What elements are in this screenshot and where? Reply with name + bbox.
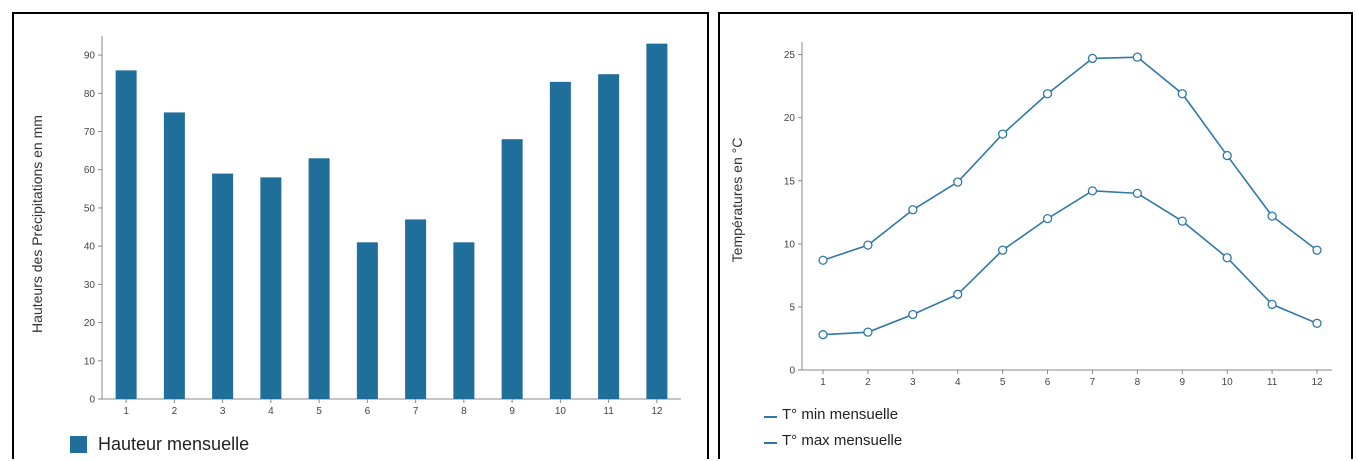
line-x-tick-label: 5 — [1000, 377, 1006, 388]
precipitation-chart-panel: 1 2 3 4 5 6 7 8 9 10 11 12 0 10 20 30 40 50 60 70 80 90 Haut… — [12, 12, 709, 459]
bar-y-tick-label: 0 — [89, 395, 95, 406]
bar-y-tick-label: 10 — [84, 356, 96, 367]
bar-month-10 — [549, 81, 571, 399]
line-x-tick-label: 7 — [1090, 377, 1096, 388]
point-min-month-5 — [997, 245, 1008, 255]
bar-month-8 — [453, 242, 475, 399]
legend-label-hauteur: Hauteur mensuelle — [98, 434, 250, 454]
point-max-month-11 — [1267, 211, 1277, 221]
line-x-tick-label: 2 — [865, 377, 871, 388]
point-max-month-7 — [1087, 53, 1098, 64]
point-max-month-9 — [1177, 89, 1187, 99]
point-max-month-12 — [1312, 245, 1322, 255]
line-y-tick-label: 0 — [789, 366, 795, 377]
bar-chart-axes — [101, 36, 681, 400]
point-max-month-2 — [863, 240, 873, 250]
point-min-month-10 — [1222, 253, 1232, 263]
bar-x-tick-label: 2 — [172, 406, 178, 417]
bar-month-7 — [405, 219, 427, 399]
line-x-tick-label: 6 — [1045, 377, 1051, 388]
point-max-month-5 — [997, 129, 1008, 139]
bar-x-tick-label: 7 — [413, 406, 419, 417]
bar-month-12 — [646, 43, 668, 400]
bar-x-tick-label: 8 — [461, 406, 467, 417]
bar-x-tick-label: 11 — [603, 406, 614, 417]
bar-x-tick-label: 6 — [365, 406, 371, 417]
point-min-month-8 — [1132, 188, 1143, 199]
point-max-month-3 — [908, 205, 918, 215]
series-line-min — [822, 190, 1318, 336]
point-min-month-2 — [863, 327, 873, 337]
bar-y-tick-label: 70 — [84, 127, 96, 138]
line-chart-axes — [801, 42, 1332, 371]
point-min-month-12 — [1312, 318, 1322, 328]
point-min-month-11 — [1267, 299, 1277, 310]
bar-month-9 — [501, 139, 523, 399]
line-y-tick-label: 15 — [784, 176, 796, 187]
line-x-tick-label: 11 — [1267, 377, 1278, 388]
point-max-month-8 — [1132, 52, 1143, 62]
bar-x-tick-label: 1 — [123, 406, 129, 417]
line-y-tick-label: 5 — [789, 302, 795, 313]
line-x-tick-label: 1 — [820, 377, 826, 388]
legend-label-max: T° max mensuelle — [782, 432, 903, 449]
point-min-month-6 — [1042, 213, 1053, 224]
bar-month-5 — [308, 158, 330, 399]
legend-line-min — [764, 416, 777, 418]
line-chart-x-tick-labels: 1 2 3 4 5 6 7 8 9 10 11 12 — [820, 370, 1323, 388]
line-chart-y-axis-title: Températures en °C — [729, 138, 745, 263]
bar-y-tick-label: 80 — [84, 89, 96, 100]
line-x-tick-label: 3 — [910, 377, 916, 388]
bar-y-tick-label: 90 — [84, 51, 96, 62]
bar-y-tick-label: 40 — [84, 242, 96, 253]
bar-x-tick-label: 12 — [651, 406, 663, 417]
temperature-chart-panel: 1 2 3 4 5 6 7 8 9 10 11 12 0 5 10 15 20 25 Températures … — [718, 12, 1353, 459]
bar-x-tick-label: 10 — [555, 406, 567, 417]
bar-month-11 — [598, 74, 620, 400]
point-min-month-7 — [1087, 186, 1098, 196]
bar-chart-y-tick-labels: 0 10 20 30 40 50 60 70 80 90 — [84, 51, 102, 406]
line-x-tick-label: 8 — [1135, 377, 1141, 388]
point-min-month-3 — [908, 309, 918, 320]
bar-y-tick-label: 30 — [84, 280, 96, 291]
line-x-tick-label: 9 — [1179, 377, 1185, 388]
bar-chart-y-axis-title: Hauteurs des Précipitations en mm — [29, 115, 45, 333]
bar-x-tick-label: 5 — [316, 406, 322, 417]
point-max-month-1 — [818, 255, 828, 265]
point-max-month-10 — [1222, 150, 1232, 161]
bar-x-tick-label: 4 — [268, 406, 274, 417]
point-max-month-4 — [953, 177, 963, 187]
line-chart-series — [818, 52, 1322, 340]
line-chart-y-tick-labels: 0 5 10 15 20 25 — [784, 50, 802, 377]
bar-chart-x-tick-labels: 1 2 3 4 5 6 7 8 9 10 11 12 — [123, 399, 663, 417]
line-x-tick-label: 12 — [1311, 377, 1323, 388]
line-y-tick-label: 10 — [784, 239, 796, 250]
bar-month-1 — [115, 70, 137, 400]
bar-month-2 — [163, 112, 185, 399]
bar-month-3 — [212, 173, 234, 399]
point-min-month-4 — [953, 289, 963, 299]
bar-month-4 — [260, 177, 282, 399]
line-x-tick-label: 4 — [955, 377, 961, 388]
legend-label-min: T° min mensuelle — [782, 406, 899, 423]
bar-y-tick-label: 50 — [84, 203, 96, 214]
point-min-month-9 — [1177, 216, 1187, 226]
legend-swatch-hauteur — [70, 436, 87, 453]
bar-month-6 — [356, 242, 378, 399]
bar-x-tick-label: 9 — [509, 406, 515, 417]
bar-y-tick-label: 60 — [84, 165, 96, 176]
point-min-month-1 — [818, 330, 828, 340]
point-max-month-6 — [1042, 89, 1053, 99]
legend-line-max — [764, 442, 777, 444]
line-y-tick-label: 25 — [784, 50, 796, 61]
bar-x-tick-label: 3 — [220, 406, 226, 417]
bar-chart-bars — [115, 43, 668, 400]
bar-y-tick-label: 20 — [84, 318, 96, 329]
line-x-tick-label: 10 — [1222, 377, 1234, 388]
line-y-tick-label: 20 — [784, 113, 796, 124]
series-line-max — [822, 56, 1318, 262]
